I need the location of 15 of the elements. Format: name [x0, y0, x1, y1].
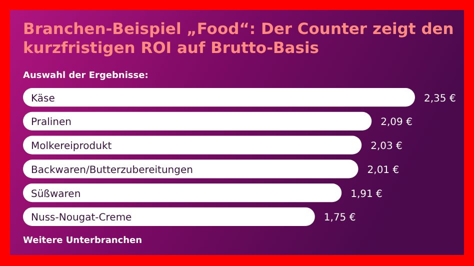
data-label: 2,35 €: [424, 93, 456, 104]
data-label: 2,01 €: [367, 164, 400, 176]
data-label: 1,75 €: [324, 212, 356, 224]
y-tick-label: Molkereiprodukt: [31, 141, 112, 152]
y-tick-label: Nuss-Nougat-Creme: [31, 212, 132, 224]
y-tick-label: Süßwaren: [31, 188, 81, 200]
data-label: 2,09 €: [380, 117, 412, 128]
chart-title: Branchen-Beispiel „Food“: Der Counter zeigt den kurzfristigen ROI auf Brutto-Basis: [23, 20, 454, 57]
chart-subtitle: Auswahl der Ergebnisse:: [23, 71, 148, 81]
y-tick-label: Pralinen: [31, 117, 72, 128]
y-tick-label: Käse: [31, 93, 55, 104]
y-tick-label: Backwaren/Butterzubereitungen: [31, 164, 193, 176]
data-label: 1,91 €: [350, 188, 382, 200]
text: Weitere Unterbranchen: [23, 236, 142, 246]
data-label: 2,03 €: [370, 141, 402, 152]
